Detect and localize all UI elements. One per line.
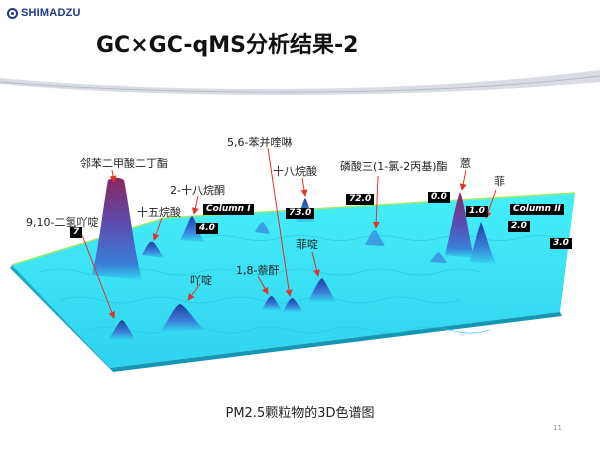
shimadzu-logo-icon: [7, 7, 18, 19]
figure-caption: PM2.5颗粒物的3D色谱图: [225, 406, 375, 421]
label-phenanthrene: 菲: [494, 175, 505, 188]
label-tcpp: 磷酸三(1-氯-2丙基)酯: [340, 160, 448, 173]
label-dihydroacridine: 9,10-二氢吖啶: [26, 216, 99, 229]
tag-4-0: 4.0: [196, 223, 218, 234]
annotation-arrows: [79, 147, 497, 319]
peak-dibutyl-phthalate: [92, 177, 142, 280]
peak-anthracene: [445, 192, 474, 258]
arrow-phenanthridine: [311, 251, 320, 277]
label-octadecanoic-acid: 十八烷酸: [273, 165, 317, 178]
arrow-anthracene: [459, 169, 467, 191]
label-acridine: 吖啶: [190, 274, 212, 287]
shimadzu-logo: SHIMADZU: [7, 7, 81, 19]
arrow-octadecanoic-acid: [300, 177, 308, 197]
tag-3-0: 3.0: [550, 238, 572, 249]
peak-dihydroacridine: [108, 320, 136, 340]
tag-0-0: 0.0: [428, 192, 450, 203]
tag-73-0: 73.0: [286, 208, 315, 219]
arrow-acridine: [187, 283, 201, 301]
peak-minor-b: [430, 252, 447, 263]
peak-2-octadecanone: [180, 216, 204, 242]
tag-2-0: 2.0: [508, 221, 530, 232]
peak-tcpp: [365, 230, 385, 246]
tag-column-i: Column I: [203, 204, 254, 215]
peak-pentadecanoic-acid: [142, 241, 164, 258]
label-anthracene: 蒽: [460, 157, 471, 170]
surface-left-rim: [11, 217, 166, 266]
arrow-2-octadecanone: [191, 195, 199, 215]
surface-front-edge: [110, 312, 562, 372]
tag-column-ii: Column II: [510, 204, 564, 215]
label-2-octadecanone: 2-十八烷酮: [170, 184, 225, 197]
3d-chromatogram: [10, 147, 576, 372]
label-naphthalic-anhydride: 1,8-萘酐: [236, 264, 280, 277]
label-phenanthridine: 菲啶: [296, 238, 318, 251]
peak-benzoquinoline: [283, 298, 303, 312]
arrow-dibutyl-phthalate: [109, 169, 117, 183]
peak-naphthalic-anhydride: [262, 296, 282, 310]
arrow-benzoquinoline: [267, 147, 293, 297]
label-dibutyl-phthalate: 邻苯二甲酸二丁酯: [80, 157, 168, 170]
tag-1-0: 1.0: [466, 206, 488, 217]
label-pentadecanoic-acid: 十五烷酸: [137, 206, 181, 219]
arrow-naphthalic-anhydride: [257, 275, 269, 295]
peak-phenanthrene: [470, 222, 496, 264]
page-number: 11: [553, 424, 562, 432]
logo-text: SHIMADZU: [21, 7, 81, 19]
arrow-tcpp: [372, 175, 380, 229]
arrow-pentadecanoic-acid: [152, 217, 163, 241]
tag-7: 7: [70, 227, 83, 238]
peak-phenanthridine: [308, 278, 336, 302]
surface-plane: [12, 193, 575, 368]
label-benzoquinoline: 5,6-苯并喹啉: [227, 136, 293, 149]
slide-title: GC×GC-qMS分析结果-2: [96, 33, 359, 58]
header-swoosh: [0, 70, 600, 95]
surface-left-edge: [10, 265, 113, 372]
arrow-dihydroacridine: [79, 229, 116, 319]
swoosh-line: [0, 75, 600, 93]
peak-minor-a: [255, 222, 270, 234]
peak-acridine: [160, 304, 204, 332]
tag-72-0: 72.0: [346, 194, 375, 205]
